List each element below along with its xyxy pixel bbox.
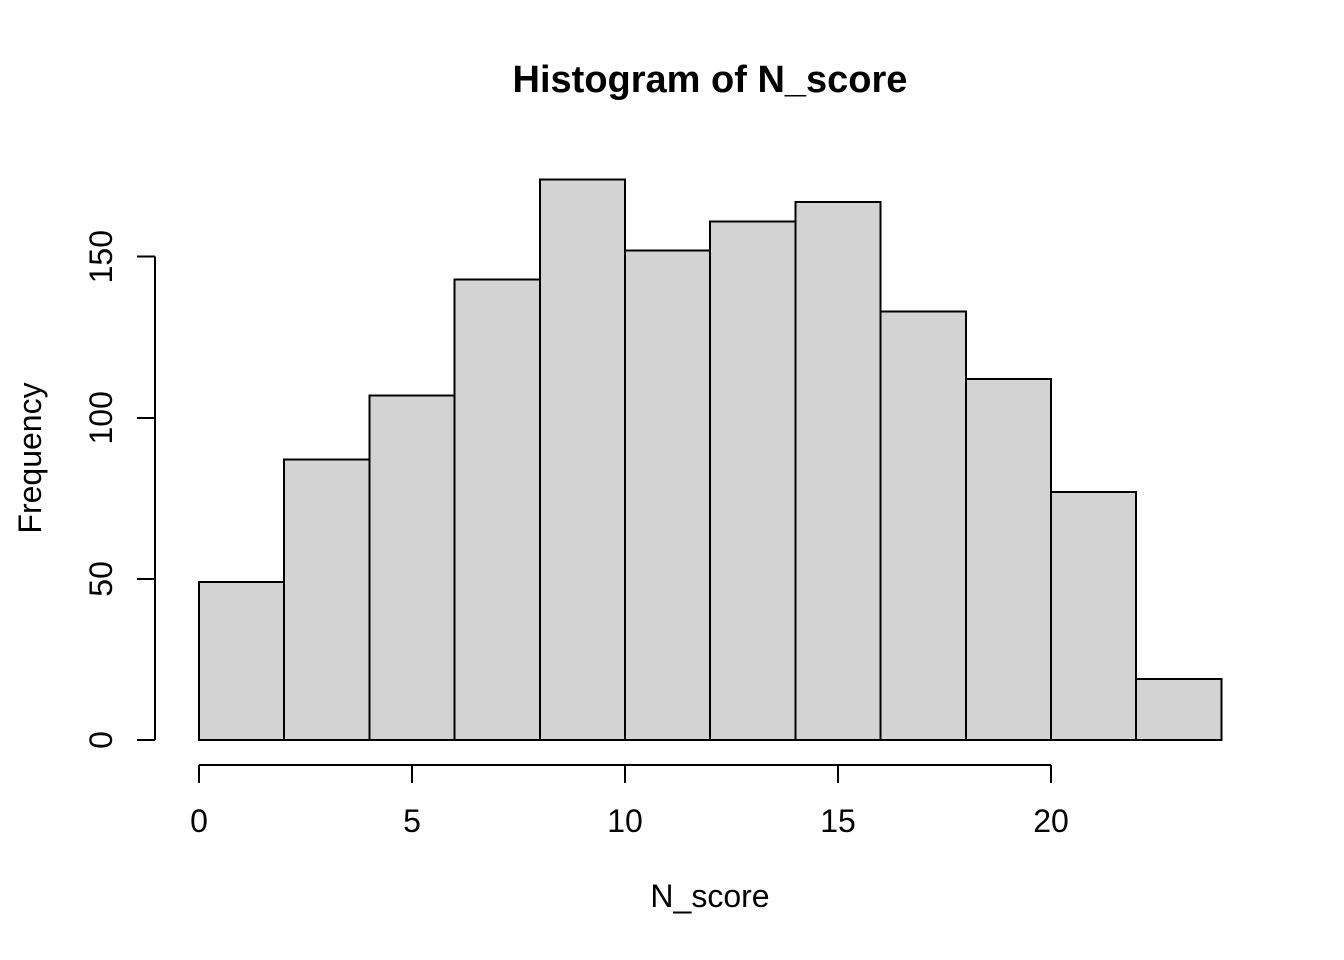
- y-tick-label: 150: [83, 230, 119, 283]
- histogram-bar: [453, 278, 541, 741]
- histogram-bar: [709, 220, 797, 742]
- histogram-bar: [283, 458, 371, 741]
- histogram-bar: [538, 178, 626, 741]
- x-axis-label: N_score: [650, 878, 770, 914]
- histogram-bar: [198, 581, 286, 741]
- histogram-bar: [1135, 677, 1223, 741]
- histogram-bar: [879, 310, 967, 741]
- x-tick-label: 5: [403, 803, 421, 839]
- x-tick-label: 15: [820, 803, 856, 839]
- x-tick-label: 0: [190, 803, 208, 839]
- y-axis-label: Frequency: [12, 382, 48, 534]
- y-tick-label: 50: [83, 561, 119, 597]
- histogram-bar: [624, 249, 712, 742]
- x-tick-label: 10: [607, 803, 643, 839]
- histogram-bar: [794, 201, 882, 741]
- y-tick-label: 0: [83, 731, 119, 749]
- histogram-bar: [368, 394, 456, 741]
- chart-title: Histogram of N_score: [512, 59, 908, 101]
- histogram-bar: [1050, 490, 1138, 741]
- y-tick-label: 100: [83, 391, 119, 444]
- histogram-bar: [964, 378, 1052, 741]
- x-tick-label: 20: [1033, 803, 1069, 839]
